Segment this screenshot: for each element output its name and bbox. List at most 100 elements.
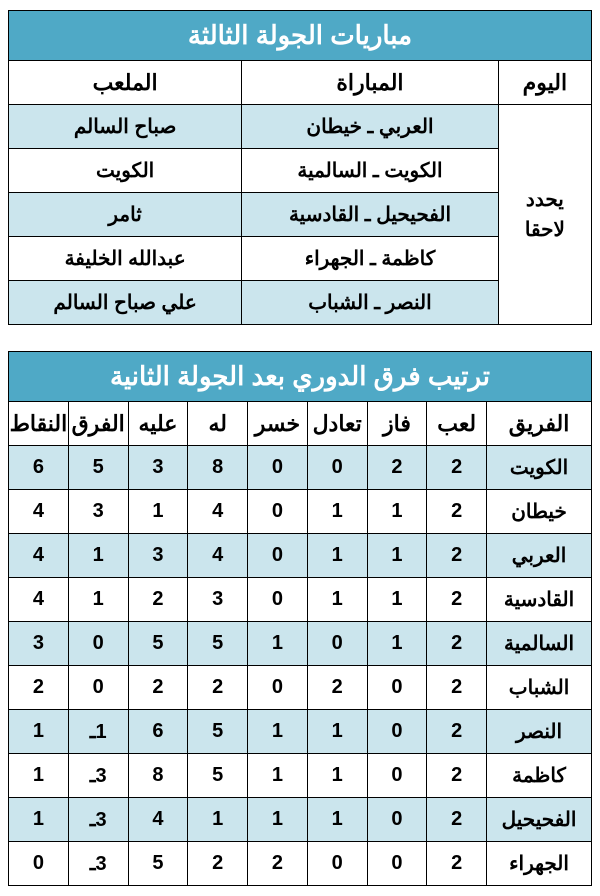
standings-cell-against: 3 [128,534,188,578]
col-stadium: الملعب [9,61,242,105]
standings-cell-diff: 1ـ [68,710,128,754]
day-line2: لاحقا [525,219,565,241]
standings-cell-team: الجهراء [487,842,592,886]
standings-cell-lost: 1 [248,754,308,798]
standings-cell-won: 0 [367,710,427,754]
standings-cell-won: 2 [367,446,427,490]
standings-row: الشباب20202202 [9,666,592,710]
fixtures-table: مباريات الجولة الثالثة اليوم المباراة ال… [8,10,592,325]
standings-cell-against: 8 [128,754,188,798]
standings-cell-lost: 0 [248,666,308,710]
standings-cell-won: 1 [367,622,427,666]
standings-cell-team: القادسية [487,578,592,622]
fixture-match: النصر ـ الشباب [242,281,499,325]
standings-cell-points: 4 [9,578,69,622]
standings-cell-team: خيطان [487,490,592,534]
col-played: لعب [427,402,487,446]
standings-cell-won: 1 [367,490,427,534]
standings-cell-lost: 0 [248,534,308,578]
standings-row: الكويت22008356 [9,446,592,490]
col-draw: تعادل [307,402,367,446]
col-won: فاز [367,402,427,446]
standings-cell-played: 2 [427,842,487,886]
standings-cell-for: 8 [188,446,248,490]
fixture-stadium: صباح السالم [9,105,242,149]
standings-cell-for: 5 [188,754,248,798]
standings-cell-diff: 1 [68,578,128,622]
standings-row: العربي21104314 [9,534,592,578]
standings-row: السالمية21015503 [9,622,592,666]
fixture-match: الكويت ـ السالمية [242,149,499,193]
standings-cell-diff: 3ـ [68,842,128,886]
standings-cell-against: 6 [128,710,188,754]
standings-cell-won: 0 [367,842,427,886]
standings-cell-team: النصر [487,710,592,754]
standings-cell-lost: 1 [248,798,308,842]
standings-cell-points: 0 [9,842,69,886]
col-lost: خسر [248,402,308,446]
standings-cell-draw: 1 [307,578,367,622]
standings-title: ترتيب فرق الدوري بعد الجولة الثانية [9,352,592,402]
col-diff: الفرق [68,402,128,446]
standings-cell-for: 4 [188,490,248,534]
standings-cell-draw: 1 [307,490,367,534]
standings-cell-won: 1 [367,534,427,578]
fixture-stadium: الكويت [9,149,242,193]
standings-cell-for: 5 [188,622,248,666]
fixtures-title: مباريات الجولة الثالثة [9,11,592,61]
standings-row: القادسية21103214 [9,578,592,622]
standings-cell-draw: 1 [307,534,367,578]
table-gap [8,325,592,351]
fixture-stadium: عبدالله الخليفة [9,237,242,281]
standings-cell-draw: 0 [307,842,367,886]
standings-cell-draw: 0 [307,622,367,666]
standings-cell-against: 2 [128,666,188,710]
standings-cell-diff: 5 [68,446,128,490]
standings-cell-lost: 0 [248,578,308,622]
standings-cell-diff: 3 [68,490,128,534]
standings-cell-played: 2 [427,578,487,622]
standings-cell-won: 0 [367,666,427,710]
standings-cell-for: 2 [188,666,248,710]
col-day: اليوم [498,61,591,105]
col-points: النقاط [9,402,69,446]
standings-cell-for: 2 [188,842,248,886]
standings-cell-for: 3 [188,578,248,622]
fixture-match: كاظمة ـ الجهراء [242,237,499,281]
standings-table: ترتيب فرق الدوري بعد الجولة الثانية الفر… [8,351,592,886]
standings-cell-lost: 1 [248,622,308,666]
standings-cell-diff: 0 [68,666,128,710]
standings-cell-team: الكويت [487,446,592,490]
standings-cell-played: 2 [427,798,487,842]
standings-cell-won: 0 [367,798,427,842]
standings-cell-against: 1 [128,490,188,534]
standings-cell-lost: 0 [248,446,308,490]
col-match: المباراة [242,61,499,105]
standings-cell-diff: 1 [68,534,128,578]
standings-cell-won: 0 [367,754,427,798]
standings-cell-draw: 2 [307,666,367,710]
fixture-match: العربي ـ خيطان [242,105,499,149]
standings-cell-for: 4 [188,534,248,578]
standings-cell-team: العربي [487,534,592,578]
standings-cell-diff: 3ـ [68,798,128,842]
day-line1: يحدد [526,189,564,211]
standings-cell-draw: 0 [307,446,367,490]
standings-cell-team: الفحيحيل [487,798,592,842]
standings-cell-played: 2 [427,622,487,666]
standings-cell-points: 1 [9,710,69,754]
standings-cell-for: 5 [188,710,248,754]
standings-cell-played: 2 [427,710,487,754]
standings-cell-against: 5 [128,842,188,886]
fixtures-day-cell: يحدد لاحقا [498,105,591,325]
standings-cell-against: 3 [128,446,188,490]
standings-cell-points: 1 [9,798,69,842]
standings-cell-diff: 0 [68,622,128,666]
fixture-stadium: ثامر [9,193,242,237]
standings-cell-draw: 1 [307,798,367,842]
standings-row: النصر2011561ـ1 [9,710,592,754]
standings-cell-points: 4 [9,490,69,534]
standings-cell-lost: 0 [248,490,308,534]
standings-cell-against: 5 [128,622,188,666]
standings-row: الفحيحيل2011143ـ1 [9,798,592,842]
